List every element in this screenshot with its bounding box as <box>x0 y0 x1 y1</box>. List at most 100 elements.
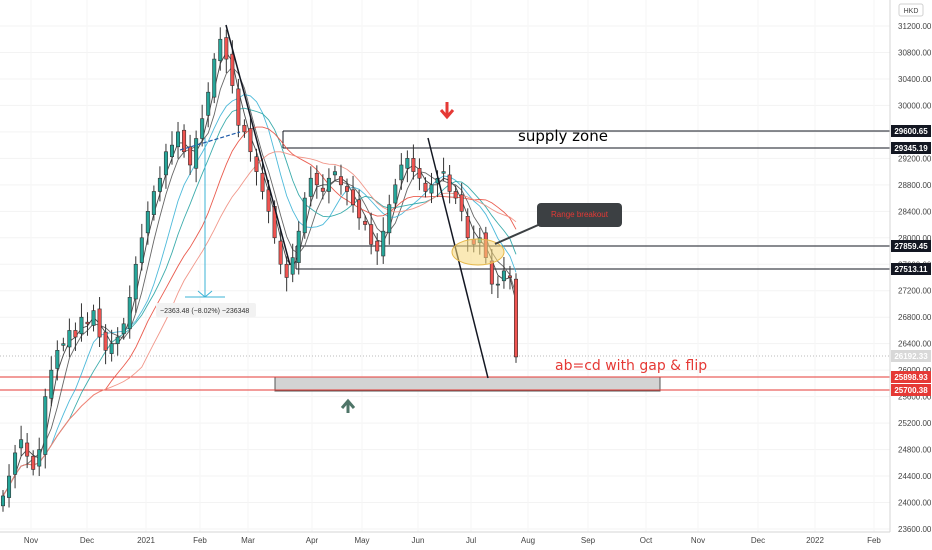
candle-body <box>284 263 289 278</box>
candle-body <box>254 156 259 172</box>
candle-body <box>109 343 114 354</box>
candle-body <box>338 176 343 186</box>
x-tick-label: 2021 <box>137 536 155 545</box>
candle-body <box>429 184 434 194</box>
candle-body <box>453 191 458 199</box>
candle-body <box>369 224 374 245</box>
candle-body <box>61 343 66 346</box>
candle-body <box>67 330 72 348</box>
candle-body <box>230 53 235 86</box>
candle-body <box>55 350 60 369</box>
candle-body <box>151 191 156 215</box>
y-tick-label: 31200.00 <box>898 22 932 31</box>
x-tick-label: Mar <box>241 536 255 545</box>
candles <box>0 27 518 512</box>
breakout-highlight <box>451 238 505 266</box>
price-tag-label: 27859.45 <box>894 242 928 251</box>
measure-arrow-right <box>204 290 213 298</box>
x-tick-label: Oct <box>640 536 653 545</box>
candle-body <box>495 283 500 286</box>
y-tick-label: 24400.00 <box>898 472 932 481</box>
candle-body <box>375 240 380 252</box>
y-tick-label: 28800.00 <box>898 181 932 190</box>
candle-body <box>7 475 12 498</box>
candle-body <box>248 128 253 153</box>
time-axis[interactable]: Nov Dec 2021 Feb Mar Apr May Jun Jul Aug Sep Oct Nov… <box>0 531 890 545</box>
candle-body <box>79 316 84 335</box>
price-tag <box>891 142 931 154</box>
y-tick-label: 26000.00 <box>898 366 932 375</box>
candle-body <box>507 275 512 278</box>
callout-pointer <box>494 221 546 245</box>
candle-body <box>290 257 295 275</box>
candle-body <box>351 189 356 205</box>
price-tag-label: 29600.65 <box>894 127 928 136</box>
candle-body <box>163 151 168 176</box>
candle-body <box>194 138 199 169</box>
x-tick-label: Feb <box>867 536 881 545</box>
ab-leg-line[interactable] <box>225 24 291 266</box>
price-tag-label: 25700.38 <box>894 386 928 395</box>
price-tag-label: 26192.33 <box>894 352 928 361</box>
measure-dashed-line <box>179 131 241 151</box>
measure-label-box <box>156 303 256 317</box>
candle-body <box>218 38 223 62</box>
candle-body <box>423 182 428 192</box>
y-tick-label: 23600.00 <box>898 525 932 534</box>
candle-body <box>73 330 78 338</box>
candle-body <box>212 58 217 98</box>
candle-body <box>447 174 452 192</box>
candle-body <box>363 220 368 225</box>
candle-body <box>465 215 470 239</box>
down-arrow-icon <box>439 102 455 120</box>
y-tick-label: 24000.00 <box>898 499 932 508</box>
price-tag-label: 27513.11 <box>895 265 928 274</box>
candle-body <box>121 323 126 335</box>
up-arrow-icon <box>340 398 356 413</box>
candle-body <box>43 396 48 455</box>
candle-body <box>320 187 325 192</box>
price-tag <box>891 371 931 383</box>
y-tick-label: 30000.00 <box>898 101 932 110</box>
x-tick-label: Nov <box>24 536 38 545</box>
candle-body <box>266 189 271 212</box>
candle-body <box>459 194 464 212</box>
candle-body <box>91 310 96 326</box>
candle-body <box>176 131 181 148</box>
candle-body <box>200 118 205 139</box>
y-tick-label: 28000.00 <box>898 234 932 243</box>
candle-body <box>224 37 229 60</box>
y-tick-label: 30400.00 <box>898 75 932 84</box>
candle-body <box>393 184 398 204</box>
candle-body <box>133 263 138 300</box>
candle-body <box>85 321 90 325</box>
currency-badge <box>898 3 924 17</box>
y-tick-label: 27200.00 <box>898 287 932 296</box>
candle-body <box>513 278 518 358</box>
y-tick-label: 29200.00 <box>898 154 932 163</box>
x-tick-label: Sep <box>581 536 596 545</box>
candle-body <box>157 177 162 192</box>
candle-body <box>31 455 36 470</box>
candle-body <box>357 199 362 219</box>
candle-body <box>399 164 404 181</box>
x-tick-label: Aug <box>521 536 535 545</box>
y-tick-label: 30800.00 <box>898 48 932 57</box>
candle-body <box>103 331 108 351</box>
x-tick-label: Dec <box>751 536 765 545</box>
price-tag-label: 25898.93 <box>894 373 928 382</box>
grid <box>0 25 890 530</box>
candle-body <box>441 171 446 174</box>
candle-body <box>411 158 416 172</box>
candle-body <box>417 167 422 179</box>
y-tick-label: 26400.00 <box>898 340 932 349</box>
candle-body <box>127 297 132 330</box>
price-tag <box>891 240 931 252</box>
y-tick-label: 25200.00 <box>898 419 932 428</box>
range-breakout-callout <box>537 203 622 227</box>
x-tick-label: May <box>354 536 369 545</box>
currency-label: HKD <box>904 8 919 15</box>
candle-body <box>405 158 410 169</box>
candle-body <box>145 211 150 234</box>
